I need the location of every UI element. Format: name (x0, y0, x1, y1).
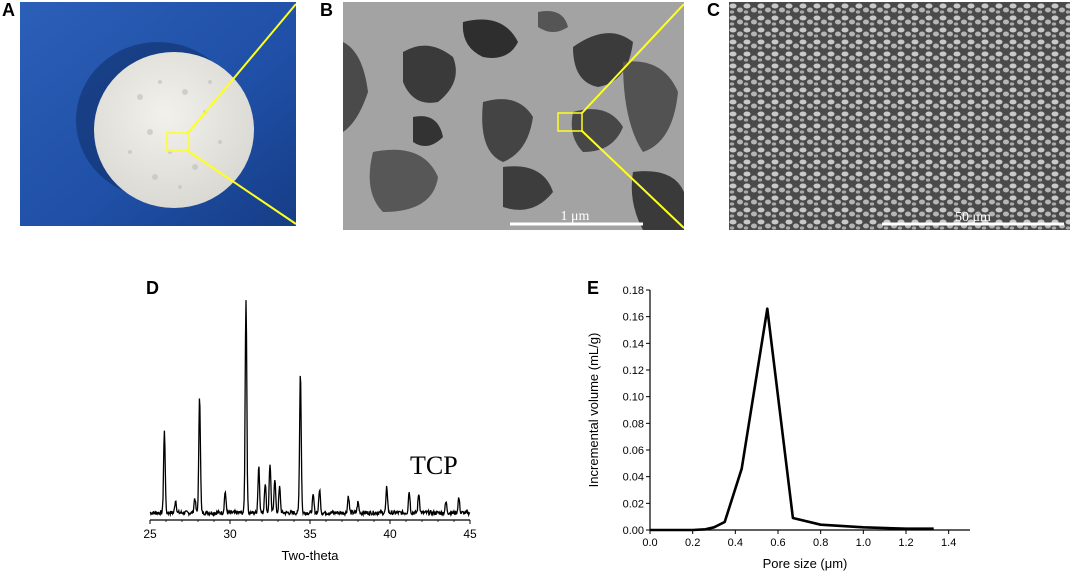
pore-y-axis-label: Incremental volume (mL/g) (586, 333, 601, 488)
pore-y-tick-label: 0.16 (623, 312, 644, 324)
scale-bar-label-c: 50 μm (955, 210, 991, 225)
scaffold-disc (94, 52, 254, 208)
zoom-box-a (166, 132, 189, 152)
pore-x-tick-label: 1.2 (898, 537, 913, 549)
pore-size-line (650, 307, 934, 532)
xrd-x-tick-label: 35 (303, 527, 317, 541)
pore-y-tick-label: 0.14 (623, 338, 644, 350)
pore-x-tick-label: 0.4 (728, 537, 743, 549)
scale-bar-label-b: 1 μm (561, 209, 590, 224)
xrd-x-tick-label: 25 (143, 527, 157, 541)
zoom-box-b (557, 112, 583, 132)
xrd-x-tick-label: 40 (383, 527, 397, 541)
pore-y-tick-label: 0.12 (623, 365, 644, 377)
pore-y-tick-label: 0.10 (623, 392, 644, 404)
xrd-x-axis-label: Two-theta (281, 548, 339, 563)
panel-label-a: A (2, 0, 15, 20)
xrd-x-tick-label: 45 (463, 527, 477, 541)
sem-image-pores: 1 μm (343, 2, 684, 230)
pore-x-tick-label: 1.4 (941, 537, 956, 549)
pore-y-tick-label: 0.06 (623, 445, 644, 457)
xrd-plot-area: 25 30 35 40 45 Two-theta TCP (143, 300, 477, 563)
pore-x-tick-label: 0.6 (770, 537, 785, 549)
pore-y-tick-label: 0.02 (623, 498, 644, 510)
grain-texture (729, 2, 1070, 230)
pore-x-tick-label: 0.8 (813, 537, 828, 549)
panel-label-d: D (146, 278, 159, 298)
panel-label-c: C (707, 0, 720, 20)
pore-y-tick-label: 0.18 (623, 285, 644, 297)
pore-y-tick-label: 0.04 (623, 472, 644, 484)
zoom-line-b-bottom (581, 130, 684, 229)
pore-regions (343, 11, 684, 230)
pore-x-axis-label: Pore size (μm) (763, 556, 848, 571)
zoom-line-a-bottom (187, 150, 296, 225)
xrd-series-label: TCP (410, 451, 458, 480)
pore-plot-area: 0.0 0.2 0.4 0.6 0.8 1.0 1.2 1.4 0.00 0.02 0.04 0.06… (586, 285, 970, 571)
pore-x-tick-label: 0.0 (642, 537, 657, 549)
scaffold-photo (20, 2, 296, 226)
pore-x-tick-label: 1.0 (856, 537, 871, 549)
panel-label-e: E (587, 278, 600, 298)
xrd-x-tick-label: 30 (223, 527, 237, 541)
zoom-line-b-top (581, 3, 684, 114)
pore-y-tick-label: 0.08 (623, 418, 644, 430)
xrd-spectrum-line (149, 300, 471, 518)
pore-y-tick-label: 0.00 (623, 525, 644, 537)
pore-x-tick-label: 0.2 (685, 537, 700, 549)
panel-label-b: B (320, 0, 333, 20)
zoom-line-a-top (187, 3, 296, 134)
sem-image-grains: 50 μm (729, 2, 1070, 230)
